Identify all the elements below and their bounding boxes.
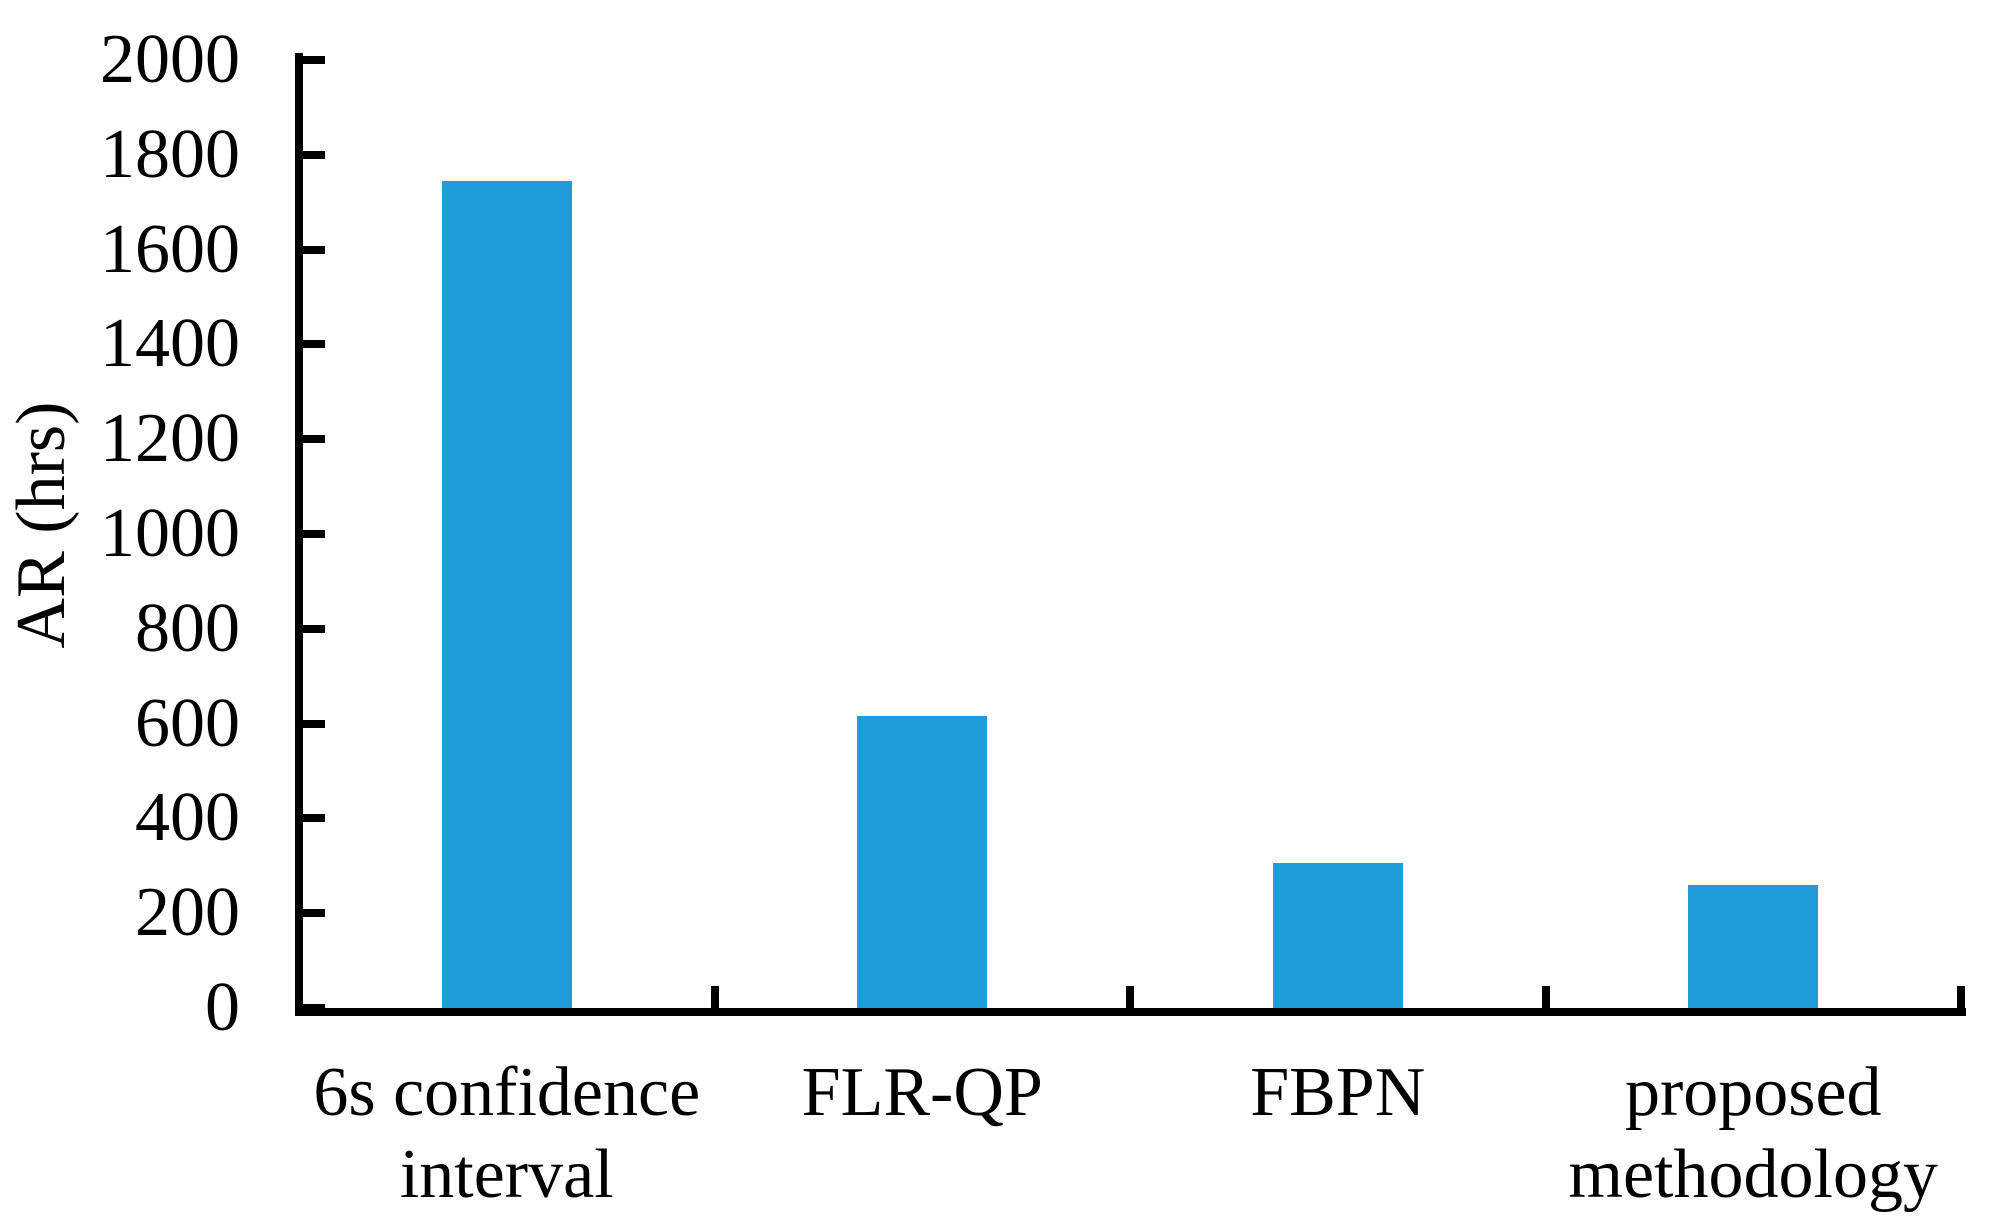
y-axis-line <box>295 53 303 1016</box>
y-tick-mark <box>303 56 325 64</box>
y-tick-mark <box>303 150 325 159</box>
y-tick-mark <box>303 624 325 633</box>
bar <box>857 716 988 1008</box>
x-category-label: FBPN <box>1250 1054 1426 1131</box>
y-tick-mark <box>303 814 325 823</box>
y-tick-mark <box>303 340 325 349</box>
y-tick-label: 400 <box>135 779 240 857</box>
x-tick-mark <box>1957 986 1965 1008</box>
y-tick-label: 200 <box>135 874 240 952</box>
y-tick-label: 2000 <box>100 21 240 98</box>
y-tick-mark <box>303 1004 325 1012</box>
x-axis-line <box>295 1008 1966 1016</box>
x-tick-mark <box>1541 986 1550 1008</box>
x-tick-mark <box>710 986 719 1008</box>
y-tick-label: 800 <box>135 589 240 667</box>
y-tick-label: 1200 <box>100 400 240 478</box>
x-category-label: FLR-QP <box>801 1054 1043 1131</box>
y-tick-mark <box>303 245 325 254</box>
y-tick-label: 1000 <box>100 495 240 572</box>
x-category-label: proposed methodology <box>1568 1054 1938 1213</box>
bar <box>441 180 572 1008</box>
bar <box>1688 884 1819 1008</box>
y-tick-label: 1600 <box>100 210 240 288</box>
y-tick-mark <box>303 530 325 538</box>
x-tick-mark <box>1126 986 1134 1008</box>
y-tick-mark <box>303 435 325 444</box>
y-tick-label: 600 <box>135 684 240 762</box>
y-tick-mark <box>303 719 325 728</box>
bar <box>1272 863 1403 1008</box>
y-tick-label: 0 <box>205 969 240 1046</box>
y-tick-label: 1800 <box>100 115 240 193</box>
y-tick-mark <box>303 909 325 918</box>
x-category-label: 6s confidence interval <box>313 1054 701 1213</box>
y-tick-label: 1400 <box>100 305 240 383</box>
